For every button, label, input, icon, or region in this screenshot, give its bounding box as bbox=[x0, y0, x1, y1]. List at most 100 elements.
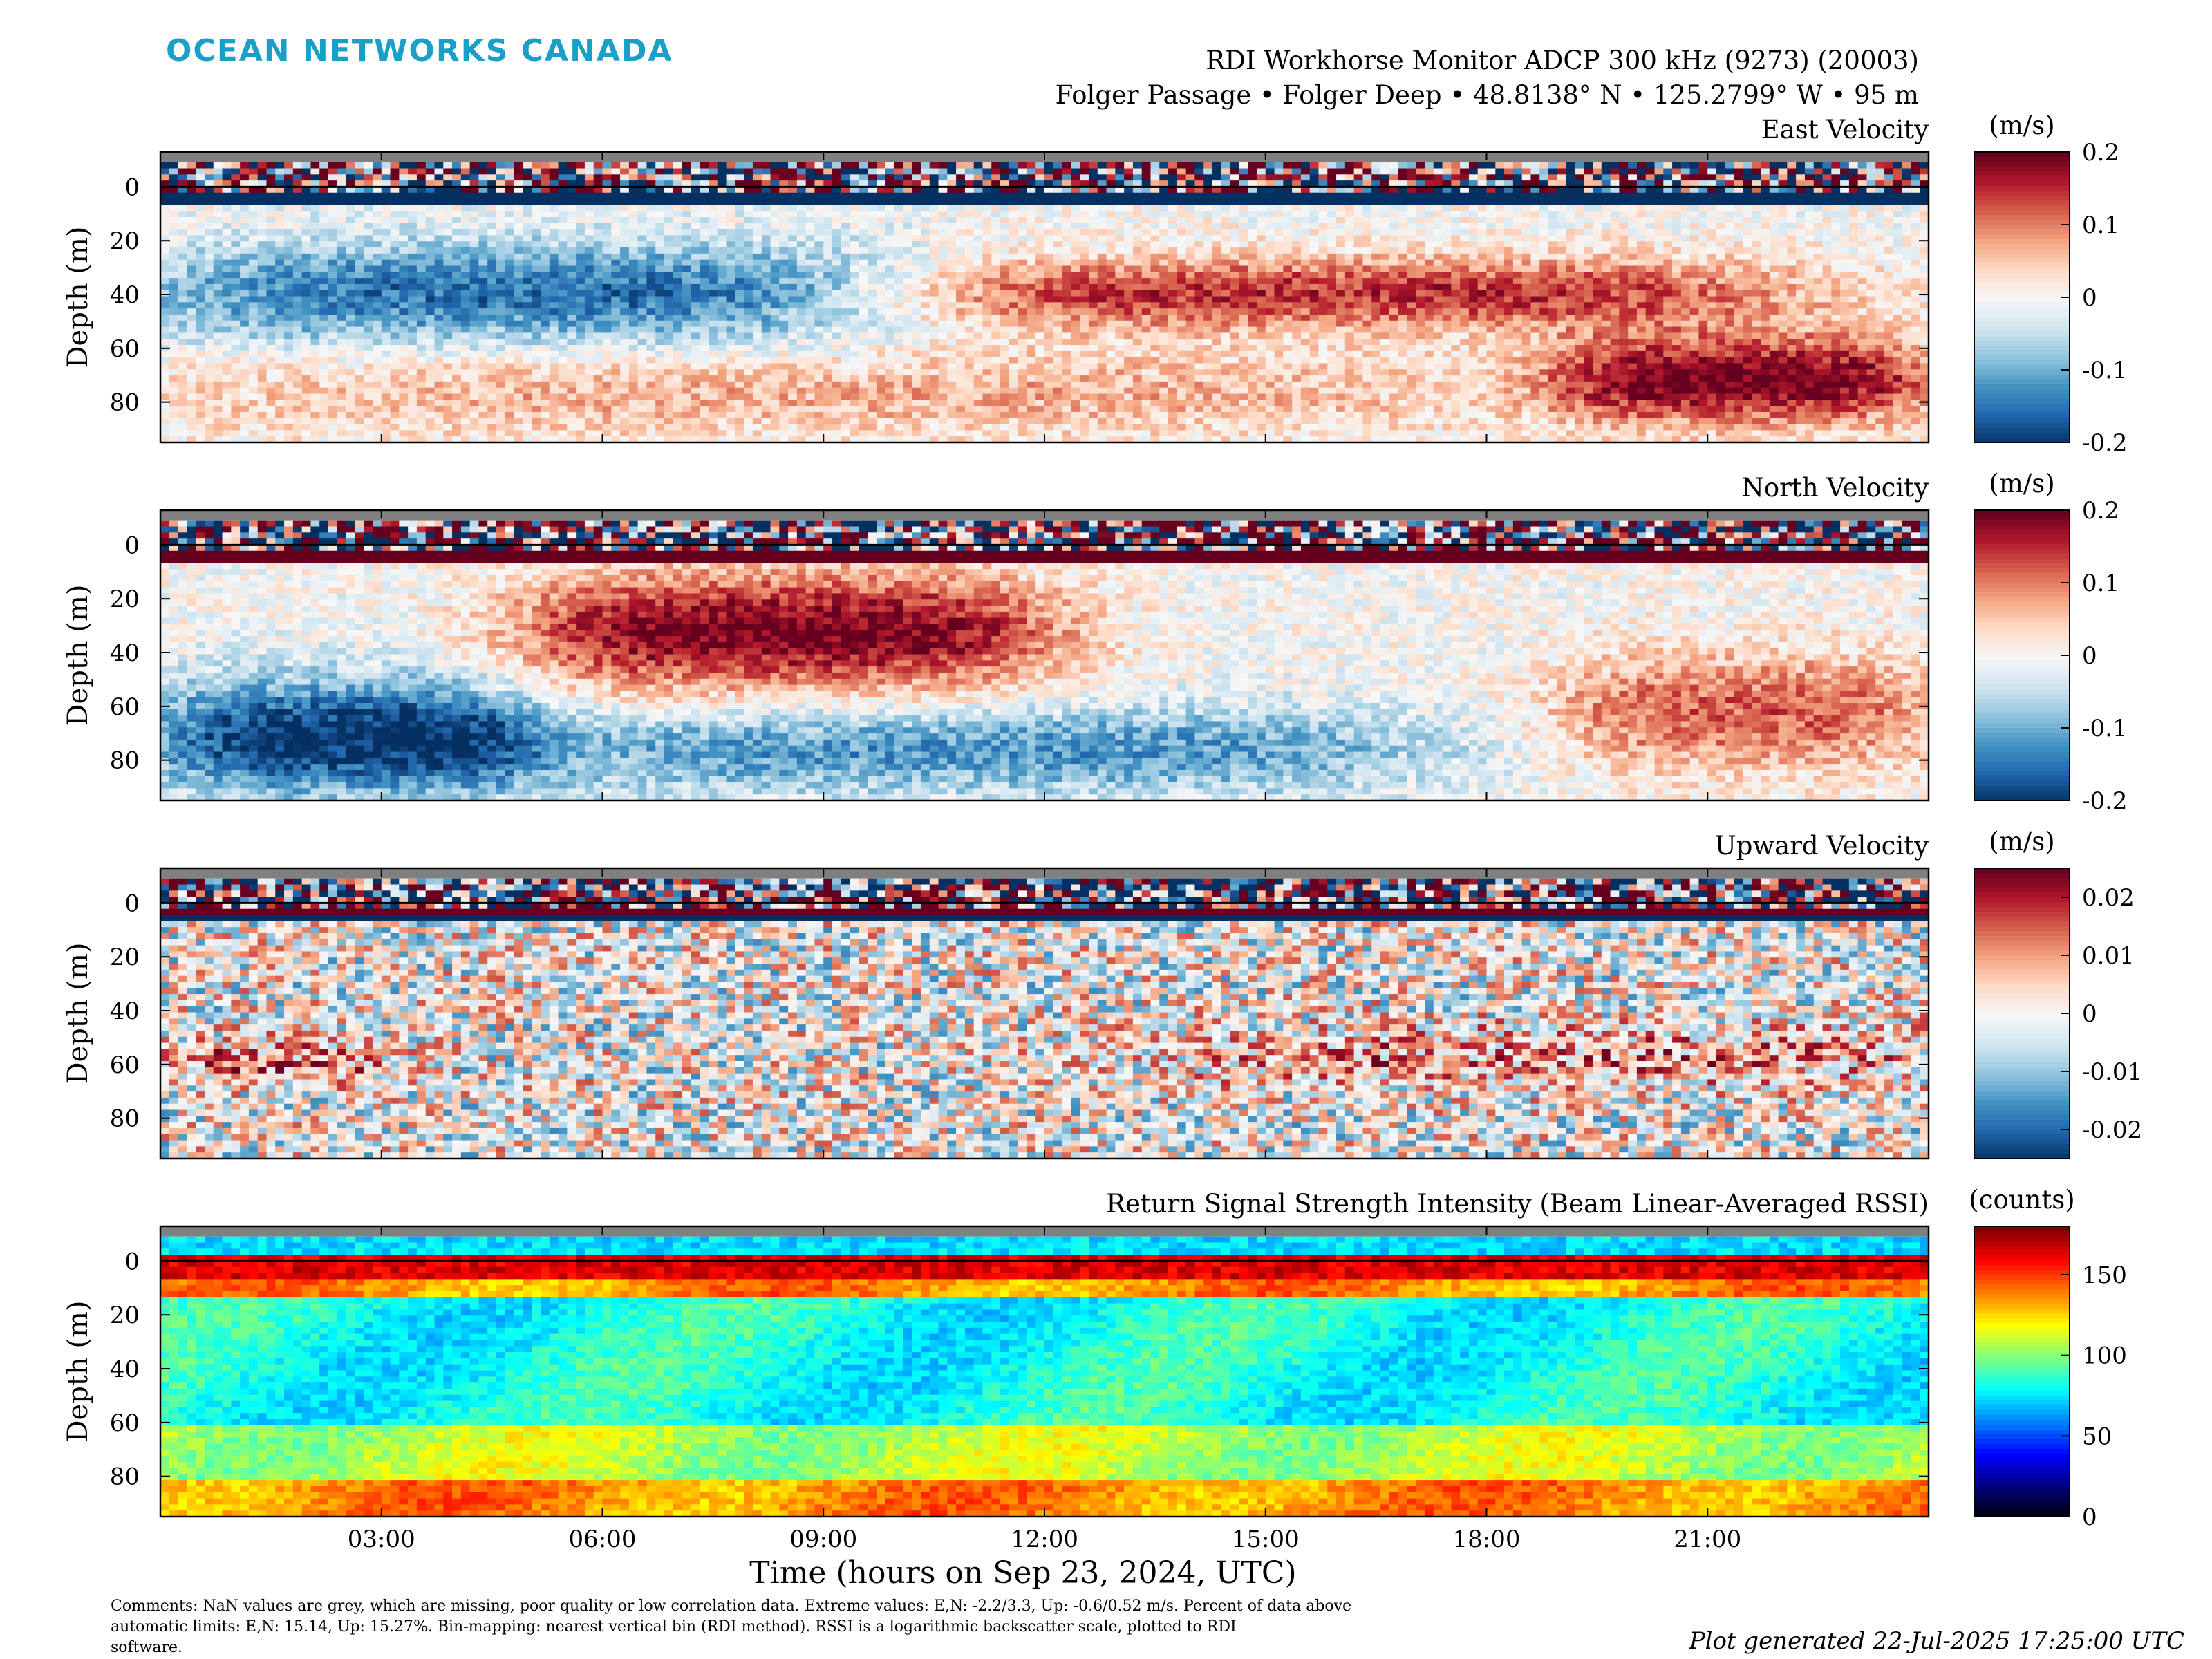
heatmap-cell bbox=[1584, 296, 1593, 303]
heatmap-cell bbox=[1292, 235, 1302, 242]
heatmap-cell bbox=[805, 235, 816, 242]
heatmap-cell bbox=[478, 302, 488, 309]
heatmap-cell bbox=[1362, 278, 1372, 285]
heatmap-cell bbox=[1521, 174, 1532, 181]
heatmap-cell bbox=[973, 180, 984, 187]
heatmap-cell bbox=[1380, 253, 1390, 261]
heatmap-cell bbox=[231, 278, 241, 285]
heatmap-cell bbox=[558, 211, 568, 218]
heatmap-cell bbox=[1088, 290, 1098, 297]
heatmap-cell bbox=[1141, 283, 1152, 291]
heatmap-cell bbox=[1566, 241, 1575, 248]
heatmap-cell bbox=[1292, 198, 1302, 205]
heatmap-cell bbox=[859, 265, 868, 272]
heatmap-cell bbox=[443, 302, 453, 309]
heatmap-cell bbox=[337, 192, 347, 200]
heatmap-cell bbox=[1716, 278, 1726, 285]
heatmap-cell bbox=[646, 308, 656, 315]
heatmap-cell bbox=[1619, 278, 1629, 285]
heatmap-cell bbox=[292, 180, 303, 187]
heatmap-cell bbox=[1822, 198, 1832, 205]
heatmap-cell bbox=[1292, 290, 1302, 297]
heatmap-cell bbox=[1389, 296, 1399, 303]
heatmap-cell bbox=[1141, 211, 1152, 218]
heatmap-cell bbox=[1362, 272, 1372, 279]
heatmap-cell bbox=[160, 283, 170, 291]
heatmap-cell bbox=[346, 186, 355, 194]
heatmap-cell bbox=[169, 211, 179, 218]
heatmap-cell bbox=[372, 229, 382, 236]
heatmap-cell bbox=[903, 265, 912, 272]
heatmap-cell bbox=[1230, 205, 1239, 212]
heatmap-cell bbox=[160, 223, 170, 230]
heatmap-cell bbox=[1804, 186, 1815, 194]
heatmap-cell bbox=[1566, 278, 1575, 285]
heatmap-cell bbox=[1548, 296, 1558, 303]
heatmap-cell bbox=[1592, 205, 1602, 212]
heatmap-cell bbox=[1062, 253, 1071, 261]
heatmap-cell bbox=[1822, 211, 1832, 218]
heatmap-cell bbox=[1106, 192, 1116, 200]
heatmap-cell bbox=[691, 162, 700, 169]
heatmap-cell bbox=[1672, 272, 1682, 279]
heatmap-cell bbox=[328, 205, 338, 212]
heatmap-cell bbox=[1168, 217, 1178, 224]
heatmap-cell bbox=[1875, 259, 1885, 267]
heatmap-cell bbox=[355, 278, 364, 285]
heatmap-cell bbox=[1292, 265, 1302, 272]
heatmap-cell bbox=[549, 217, 559, 224]
heatmap-cell bbox=[1318, 265, 1328, 272]
heatmap-cell bbox=[1504, 265, 1514, 272]
heatmap-cell bbox=[301, 296, 312, 303]
heatmap-cell bbox=[1725, 192, 1735, 200]
heatmap-cell bbox=[284, 253, 294, 261]
heatmap-cell bbox=[956, 278, 966, 285]
heatmap-cell bbox=[1743, 192, 1752, 200]
heatmap-cell bbox=[1124, 278, 1134, 285]
heatmap-cell bbox=[1442, 162, 1452, 169]
heatmap-cell bbox=[1097, 180, 1107, 187]
heatmap-cell bbox=[1106, 186, 1116, 194]
heatmap-cell bbox=[328, 278, 338, 285]
heatmap-cell bbox=[301, 241, 312, 248]
heatmap-cell bbox=[169, 229, 179, 236]
heatmap-cell bbox=[178, 241, 187, 248]
heatmap-cell bbox=[973, 302, 984, 309]
heatmap-cell bbox=[938, 229, 948, 236]
heatmap-cell bbox=[1062, 308, 1071, 315]
heatmap-cell bbox=[1831, 296, 1841, 303]
heatmap-cell bbox=[1680, 229, 1691, 236]
heatmap-cell bbox=[1672, 296, 1682, 303]
heatmap-cell bbox=[204, 302, 214, 309]
heatmap-cell bbox=[1645, 253, 1656, 261]
heatmap-cell bbox=[505, 192, 515, 200]
heatmap-cell bbox=[1318, 296, 1328, 303]
heatmap-cell bbox=[1407, 186, 1416, 194]
heatmap-cell bbox=[920, 198, 930, 205]
heatmap-cell bbox=[593, 229, 603, 236]
heatmap-cell bbox=[416, 296, 427, 303]
heatmap-cell bbox=[982, 162, 992, 169]
heatmap-cell bbox=[894, 198, 903, 205]
heatmap-cell bbox=[1159, 283, 1169, 291]
heatmap-cell bbox=[372, 308, 382, 315]
heatmap-cell bbox=[850, 302, 860, 309]
heatmap-cell bbox=[1442, 253, 1452, 261]
heatmap-cell bbox=[1185, 247, 1196, 254]
heatmap-cell bbox=[443, 247, 453, 254]
heatmap-cell bbox=[567, 302, 577, 309]
heatmap-cell bbox=[1203, 198, 1213, 205]
heatmap-cell bbox=[514, 283, 523, 291]
heatmap-cell bbox=[982, 241, 992, 248]
heatmap-cell bbox=[1760, 205, 1770, 212]
heatmap-cell bbox=[1380, 241, 1390, 248]
heatmap-cell bbox=[1000, 283, 1010, 291]
heatmap-cell bbox=[1486, 253, 1496, 261]
heatmap-cell bbox=[611, 205, 621, 212]
heatmap-cell bbox=[1813, 174, 1824, 181]
heatmap-cell bbox=[1132, 211, 1143, 218]
heatmap-cell bbox=[1168, 253, 1178, 261]
heatmap-cell bbox=[1822, 253, 1832, 261]
heatmap-cell bbox=[496, 308, 506, 315]
